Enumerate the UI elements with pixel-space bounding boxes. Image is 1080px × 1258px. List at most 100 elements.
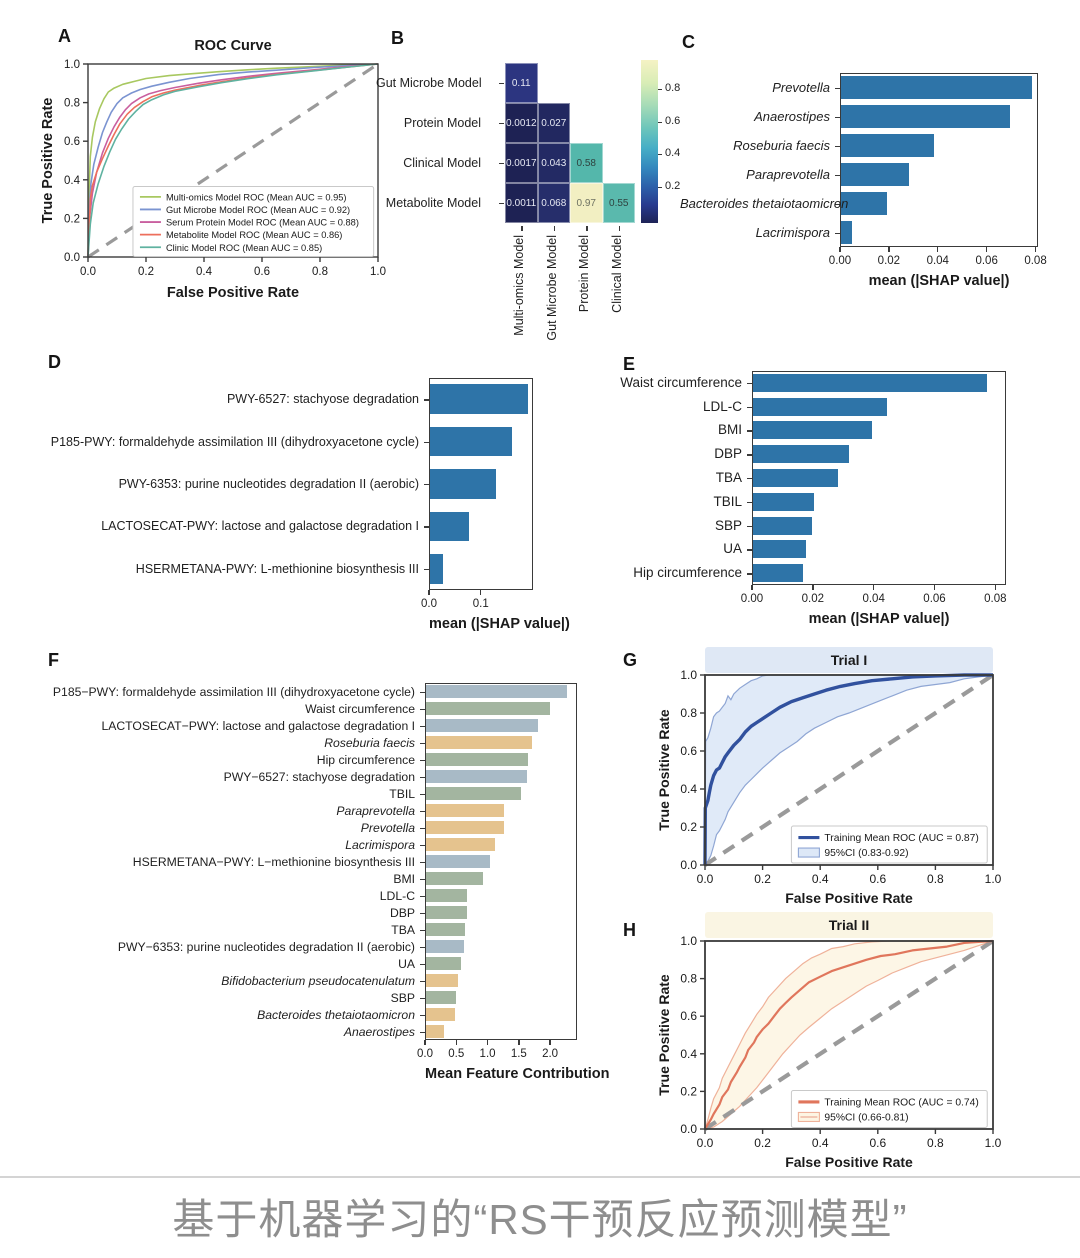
legend-label: Metabolite Model ROC (Mean AUC = 0.86) [166,230,342,240]
panel-letter-e: E [623,354,636,374]
x-tick-mark [985,247,988,252]
category-label: Lacrimispora [755,224,830,240]
category-label: Anaerostipes [754,108,830,124]
y-tick-label: 0.8 [64,98,80,110]
x-tick-label: 0.6 [869,1136,886,1150]
category-tick [420,929,425,931]
heatmap-row-tick [499,203,504,205]
divider-line [0,1176,1080,1178]
chance-diagonal [703,673,995,867]
x-axis-label: Mean Feature Contribution [425,1066,610,1082]
category-label: Anaerostipes [343,1024,415,1039]
x-tick-label: 0.1 [472,598,489,610]
category-tick [420,946,425,948]
x-tick-mark [994,585,997,590]
category-label: Hip circumference [633,565,742,581]
heatmap-col-tick [553,226,556,231]
colorbar-tick-mark [658,186,662,189]
roc-curve-4 [87,63,379,258]
bar [426,701,550,716]
y-tick-label: 0.0 [680,858,697,872]
bar [426,786,522,801]
category-tick [424,568,429,571]
roc-curve-0 [87,63,379,258]
x-tick-mark [428,590,430,595]
y-tick-label: 0.4 [64,175,81,187]
heatmap-cell: 0.068 [537,183,570,223]
y-tick-label: 0.2 [64,213,80,225]
category-label: TBA [715,470,742,485]
category-label: Hip circumference [316,752,415,767]
bar [753,421,872,440]
x-tick-label: 0.6 [254,266,270,278]
y-tick-label: 0.6 [680,744,697,758]
x-tick-label: 1.0 [479,1048,496,1060]
x-tick-label: 0.08 [984,593,1007,605]
x-tick-mark [888,247,890,252]
x-tick-mark [424,1040,426,1045]
heatmap-row-tick [499,83,504,85]
ci-upper-edge [704,940,993,1130]
category-label: LACTOSECAT−PWY: lactose and galactose de… [101,718,415,733]
bar [753,468,838,488]
x-tick-label: 0.4 [812,1136,829,1150]
y-tick-label: 0.0 [680,1122,697,1136]
x-tick-label: 0.0 [417,1048,433,1060]
legend-box [790,1089,988,1128]
heatmap-row-label: Clinical Model [403,156,481,170]
category-label: PWY-6353: purine nucleotides degradation… [118,477,419,491]
roc-curve-1 [87,63,379,258]
y-tick-label: 0.2 [680,1084,697,1098]
bar [426,888,468,903]
category-label: LACTOSECAT-PWY: lactose and galactose de… [101,519,419,534]
heatmap-cell: 0.043 [537,143,570,183]
x-tick-label: 0.04 [862,593,885,605]
bar [426,1024,445,1039]
x-tick-mark [486,1040,489,1045]
bar [430,384,529,415]
category-tick [420,980,425,982]
category-label: PWY-6527: stachyose degradation [226,392,419,407]
bar [753,373,988,392]
category-label: SBP [390,990,415,1005]
mean-roc-curve [704,939,994,1130]
bar [426,973,458,988]
legend-box [790,825,988,864]
category-label: HSERMETANA-PWY: L-methionine biosynthesi… [135,561,419,576]
x-axis-label: mean (|SHAP value|) [808,611,950,627]
y-tick-label: 1.0 [680,668,697,682]
x-tick-mark [872,585,875,590]
y-tick-label: 0.2 [680,820,697,834]
category-label: TBIL [713,493,742,509]
x-tick-label: 0.8 [312,266,328,278]
ci-upper-edge [704,674,993,866]
legend-label: 95%CI (0.83-0.92) [824,848,908,859]
panel-letter-a: A [58,26,71,46]
legend-label: Serum Protein Model ROC (Mean AUC = 0.88… [166,218,359,228]
x-tick-label: 1.0 [985,872,1002,886]
category-label: P185-PWY: formaldehyde assimilation III … [50,434,419,449]
heatmap-row-label: Protein Model [403,116,481,130]
panel-letter-b: B [391,28,404,48]
category-tick [424,399,429,401]
bar [841,192,888,215]
category-label: Bacteroides thetaiotaomicron [680,195,849,211]
chart-shap-microbes: Prevotella Anaerostipes Roseburia faecis Pa… [680,28,1080,303]
heatmap-col-tick [618,226,621,231]
y-axis-label: True Positive Rate [40,98,56,224]
legend-label: Training Mean ROC (AUC = 0.74) [824,1097,978,1108]
chart-roc-trial1: 0.0 0.2 0.4 0.6 0.8 1.0 0.0 0.2 0.4 0.6 0.8 1.0 Fals… [610,645,1080,907]
bar [426,939,465,954]
category-label: BMI [393,871,415,886]
chance-diagonal [87,62,379,259]
category-tick [424,526,429,528]
chart-title: ROC Curve [194,38,271,54]
roc-plot-svg: 0.0 0.2 0.4 0.6 0.8 1.0 0.0 0.2 0.4 0.6 0.8 1.0 Fals… [656,934,1002,1170]
category-tick [747,406,752,409]
bar [426,990,457,1005]
bar [426,956,462,971]
bar [430,511,470,542]
roc-plot-svg: 0.0 0.2 0.4 0.6 0.8 1.0 0.0 0.2 0.4 0.6 0.8 1.0 Fals… [40,38,386,301]
category-tick [835,145,840,147]
